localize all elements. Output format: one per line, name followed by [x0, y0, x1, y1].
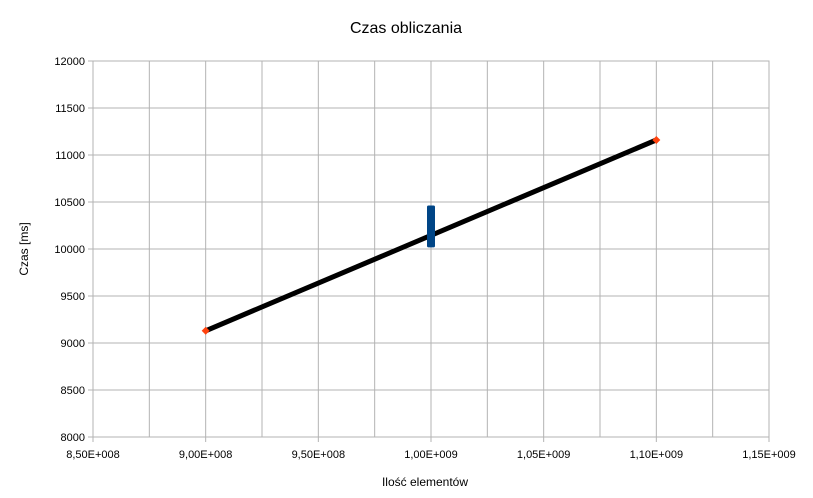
x-axis-label: Ilość elementów: [382, 475, 468, 489]
y-tick-label: 8500: [61, 385, 85, 397]
y-tick-label: 9000: [61, 338, 85, 350]
y-tick-label: 10500: [54, 197, 85, 209]
data-point-square: [427, 205, 435, 214]
y-tick-label: 11000: [55, 150, 85, 162]
data-point-diamond: [652, 135, 661, 144]
x-tick-label: 1,10E+009: [630, 449, 684, 461]
x-tick-label: 1,00E+009: [404, 449, 458, 461]
chart-title: Czas obliczania: [350, 20, 462, 37]
y-tick-label: 9500: [61, 291, 85, 303]
y-axis-ticks: 8000 8500 9000 9500 10000 10500 11000 11500 1200…: [54, 56, 93, 444]
x-tick-label: 1,05E+009: [517, 449, 571, 461]
x-tick-label: 9,00E+008: [179, 449, 233, 461]
y-tick-label: 8000: [61, 432, 85, 444]
y-tick-label: 12000: [54, 56, 85, 68]
data-point-diamond: [201, 326, 210, 335]
x-tick-label: 9,50E+008: [292, 449, 346, 461]
x-axis-ticks: 8,50E+008 9,00E+008 9,50E+008 1,00E+009 1,05…: [66, 437, 796, 461]
y-axis-label: Czas [ms]: [17, 222, 31, 275]
grid: [92, 60, 770, 438]
x-tick-label: 1,15E+009: [742, 449, 796, 461]
series: [201, 135, 661, 335]
y-tick-label: 11500: [55, 103, 85, 115]
x-tick-label: 8,50E+008: [66, 449, 120, 461]
y-tick-label: 10000: [54, 244, 85, 256]
